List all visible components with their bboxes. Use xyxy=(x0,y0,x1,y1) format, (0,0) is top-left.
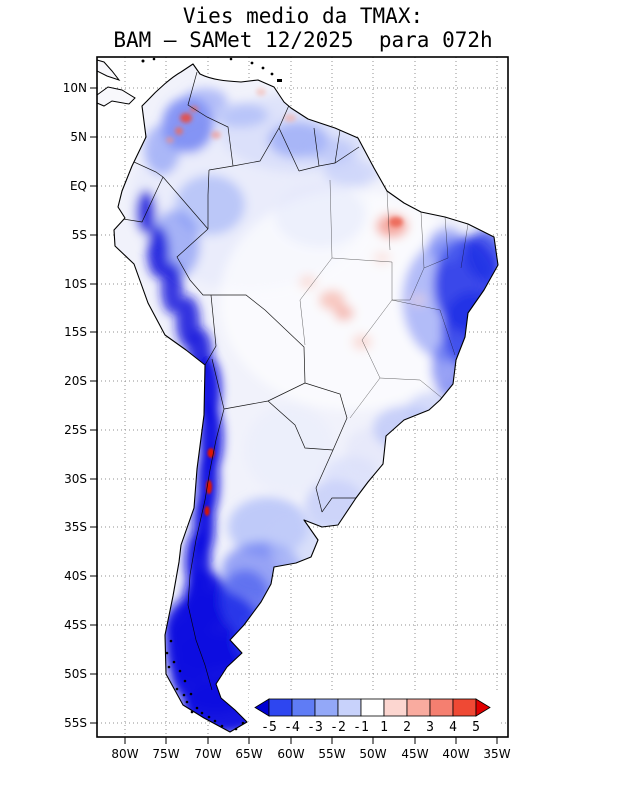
colorbar-tick-label: -5 xyxy=(261,720,277,735)
latitude-axis: 10N 5N EQ 5S 10S 15S 20S 25S 30S 35S 40S 45S 50S 55S xyxy=(63,81,97,730)
colorbar-tick-label: -1 xyxy=(353,720,369,735)
lon-tick-label: 60W xyxy=(277,747,304,761)
colorbar-tick-label: 4 xyxy=(449,720,457,735)
colorbar-cell xyxy=(291,698,316,717)
state-border-lines xyxy=(299,179,469,419)
lat-tick-label: 10S xyxy=(64,277,87,291)
lat-tick-label: 45S xyxy=(64,618,87,632)
lat-tick-label: 5N xyxy=(70,130,87,144)
lat-tick-label: 5S xyxy=(72,228,87,242)
lon-tick-label: 75W xyxy=(152,747,179,761)
colorbar-tick-label: -3 xyxy=(307,720,323,735)
colorbar-tick-label: -4 xyxy=(284,720,300,735)
lat-tick-label: 20S xyxy=(64,374,87,388)
lat-tick-label: 30S xyxy=(64,472,87,486)
colorbar-cell xyxy=(314,698,339,717)
colorbar-cell xyxy=(383,698,408,717)
colorbar-right-arrow xyxy=(475,698,491,717)
colorbar-tick-label: -2 xyxy=(330,720,346,735)
lon-tick-label: 35W xyxy=(483,747,510,761)
lon-tick-label: 70W xyxy=(194,747,221,761)
lat-tick-label: 40S xyxy=(64,569,87,583)
colorbar-legend: -5 -4 -3 -2 -1 1 2 3 4 5 xyxy=(249,693,498,736)
lat-tick-label: 35S xyxy=(64,520,87,534)
colorbar-cell xyxy=(429,698,454,717)
colorbar-cell xyxy=(452,698,477,717)
lon-tick-label: 65W xyxy=(235,747,262,761)
title-line-1: Vies medio da TMAX: xyxy=(183,4,423,28)
colorbar-cell xyxy=(337,698,362,717)
lat-tick-label: 25S xyxy=(64,423,87,437)
longitude-axis: 80W 75W 70W 65W 60W 55W 50W 45W 40W 35W xyxy=(111,737,511,761)
political-borders xyxy=(122,71,469,691)
caribbean-islands xyxy=(141,57,282,82)
colorbar-cell xyxy=(406,698,431,717)
fjord-speckles xyxy=(165,639,245,731)
lat-tick-label: 10N xyxy=(63,81,87,95)
lat-tick-label: EQ xyxy=(70,179,87,193)
title-line-2: BAM – SAMet 12/2025 para 072h xyxy=(113,28,492,52)
plot-frame xyxy=(96,56,509,738)
colorbar-tick-label: 5 xyxy=(472,720,480,735)
lon-tick-label: 80W xyxy=(111,747,138,761)
lat-tick-label: 15S xyxy=(64,325,87,339)
colorbar-tick-label: 2 xyxy=(403,720,411,735)
country-border-lines xyxy=(122,71,360,691)
lon-tick-label: 50W xyxy=(359,747,386,761)
lon-tick-label: 45W xyxy=(401,747,428,761)
lon-tick-label: 55W xyxy=(318,747,345,761)
lon-tick-label: 40W xyxy=(442,747,469,761)
lat-tick-label: 50S xyxy=(64,667,87,681)
lat-tick-label: 55S xyxy=(64,716,87,730)
colorbar-tick-label: 3 xyxy=(426,720,434,735)
colorbar-cell xyxy=(268,698,293,717)
colorbar-tick-label: 1 xyxy=(380,720,388,735)
colorbar-cell xyxy=(360,698,385,717)
